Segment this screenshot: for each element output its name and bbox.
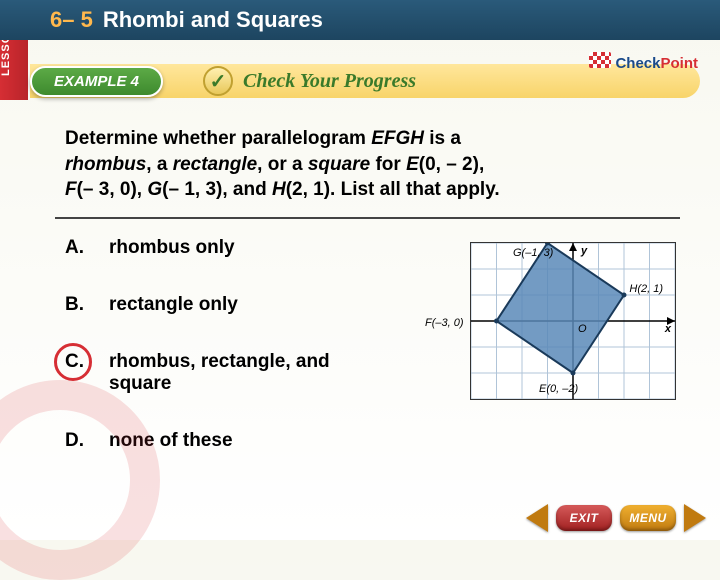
choice-b-letter: B. <box>65 294 93 316</box>
chevron-left-icon <box>526 504 548 532</box>
label-O: O <box>578 323 587 335</box>
content-area: Determine whether parallelogram EFGH is … <box>65 126 670 453</box>
exit-button[interactable]: EXIT <box>556 505 612 531</box>
checkmark-icon: ✓ <box>203 66 233 96</box>
lesson-number: 6– 5 <box>50 7 93 33</box>
choice-a-text: rhombus only <box>109 237 235 260</box>
choice-b-text: rectangle only <box>109 294 238 317</box>
checkpoint-badge: CheckPoint <box>589 52 698 74</box>
lesson-title: Rhombi and Squares <box>103 7 323 33</box>
label-H: H(2, 1) <box>629 283 663 295</box>
label-F: F(–3, 0) <box>425 317 464 329</box>
question-text: Determine whether parallelogram EFGH is … <box>65 126 670 203</box>
choice-c-letter: C. <box>65 351 93 373</box>
coordinate-graph: G(–1, 3) H(2, 1) F(–3, 0) E(0, –2) O x y <box>470 242 676 400</box>
label-x: x <box>665 323 671 335</box>
lesson-header: 6– 5 Rhombi and Squares <box>0 0 720 40</box>
checkpoint-text: CheckPoint <box>615 55 698 72</box>
graph-svg <box>471 243 675 399</box>
label-E: E(0, –2) <box>539 383 578 395</box>
nav-bar: EXIT MENU <box>526 504 706 532</box>
choice-a-letter: A. <box>65 237 93 259</box>
correct-answer-circle-icon <box>54 343 92 381</box>
choice-d[interactable]: D. none of these <box>65 430 670 453</box>
label-y: y <box>581 245 587 257</box>
choice-c-text: rhombus, rectangle, and square <box>109 351 379 397</box>
question-divider <box>55 217 680 219</box>
chevron-right-icon <box>684 504 706 532</box>
check-your-progress-label: Check Your Progress <box>243 70 416 93</box>
prev-arrow-button[interactable] <box>526 504 548 532</box>
menu-button[interactable]: MENU <box>620 505 676 531</box>
label-G: G(–1, 3) <box>513 247 553 259</box>
next-arrow-button[interactable] <box>684 504 706 532</box>
example-pill: EXAMPLE 4 <box>30 66 163 97</box>
checkered-flag-icon <box>589 52 611 74</box>
